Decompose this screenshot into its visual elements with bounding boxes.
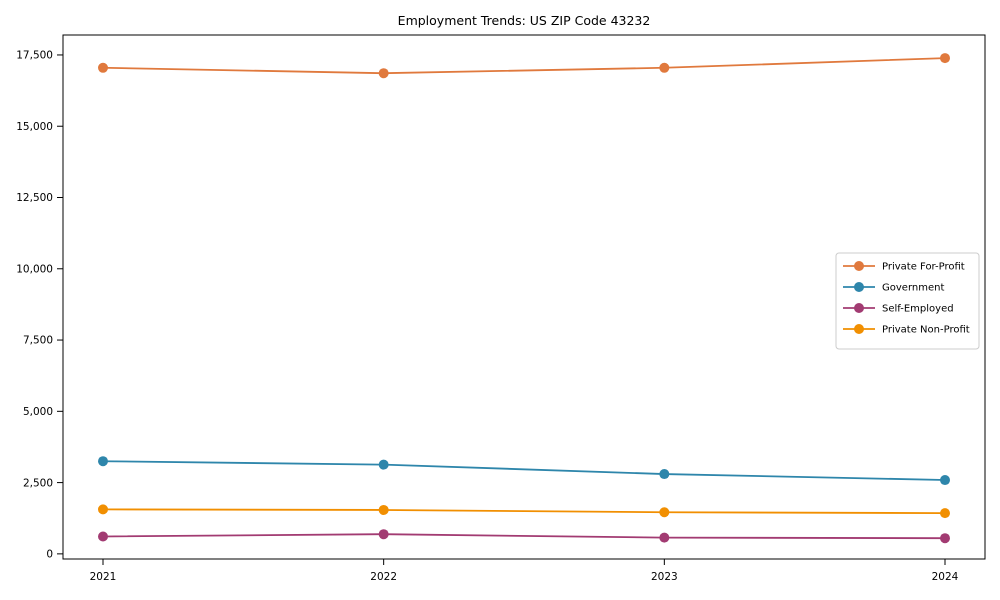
data-point-marker	[98, 62, 108, 73]
legend-label: Self-Employed	[882, 304, 954, 315]
legend: Private For-Profit Government Self-Employe…	[835, 252, 980, 350]
legend-marker-dot	[854, 282, 864, 292]
x-tick-label: 2024	[932, 571, 959, 583]
series-line-self-employed	[102, 533, 946, 540]
series-line-private-non-profit	[102, 508, 946, 515]
legend-label: Government	[882, 283, 944, 294]
y-tick-label: 10,000	[16, 263, 53, 275]
data-point-marker	[940, 508, 950, 519]
data-point-marker	[659, 532, 670, 543]
legend-marker-dot	[854, 303, 864, 313]
x-tick-label: 2022	[370, 571, 397, 583]
series-line-government	[102, 460, 946, 481]
data-point-marker	[940, 475, 950, 486]
y-tick-label: 7,500	[23, 335, 53, 347]
legend-marker-dot	[854, 261, 864, 271]
y-tick-label: 12,500	[16, 192, 53, 204]
data-point-marker	[940, 533, 950, 544]
data-point-marker	[98, 504, 108, 515]
legend-item-self-employed: Self-Employed	[843, 303, 954, 315]
plot-border-box	[62, 34, 986, 560]
legend-item-private-for-profit: Private For-Profit	[843, 261, 965, 273]
data-point-marker	[659, 507, 670, 518]
series-line-private-for-profit	[102, 57, 946, 75]
legend-marker-dot	[854, 324, 864, 334]
series-group	[98, 53, 950, 544]
legend-item-private-non-profit: Private Non-Profit	[843, 324, 970, 336]
y-tick-label: 5,000	[23, 406, 53, 418]
legend-label: Private Non-Profit	[882, 325, 970, 336]
plot-border	[62, 34, 986, 560]
y-tick-label: 15,000	[16, 121, 53, 133]
x-tick-label: 2021	[90, 571, 117, 583]
legend-box	[835, 252, 980, 350]
y-tick-label: 17,500	[16, 50, 53, 62]
series-private-for-profit	[98, 53, 950, 79]
series-private-non-profit	[98, 504, 950, 519]
x-axis: 2021 2022 2023 2024	[90, 559, 959, 583]
legend-item-government: Government	[843, 282, 944, 294]
data-point-marker	[940, 53, 950, 64]
data-point-marker	[378, 68, 389, 79]
data-point-marker	[378, 529, 389, 540]
y-axis: 0 2,500 5,000 7,500 10,000 12,500 15,000 17,500	[16, 50, 63, 561]
x-tick-label: 2023	[651, 571, 678, 583]
data-point-marker	[98, 456, 108, 467]
data-point-marker	[378, 459, 389, 470]
data-point-marker	[378, 504, 389, 515]
y-tick-label: 0	[46, 549, 53, 561]
series-self-employed	[98, 529, 950, 544]
series-government	[98, 456, 950, 486]
data-point-marker	[659, 62, 670, 73]
chart-title: Employment Trends: US ZIP Code 43232	[398, 13, 651, 28]
data-point-marker	[98, 531, 108, 542]
data-point-marker	[659, 469, 670, 480]
legend-label: Private For-Profit	[882, 262, 965, 273]
y-tick-label: 2,500	[23, 477, 53, 489]
